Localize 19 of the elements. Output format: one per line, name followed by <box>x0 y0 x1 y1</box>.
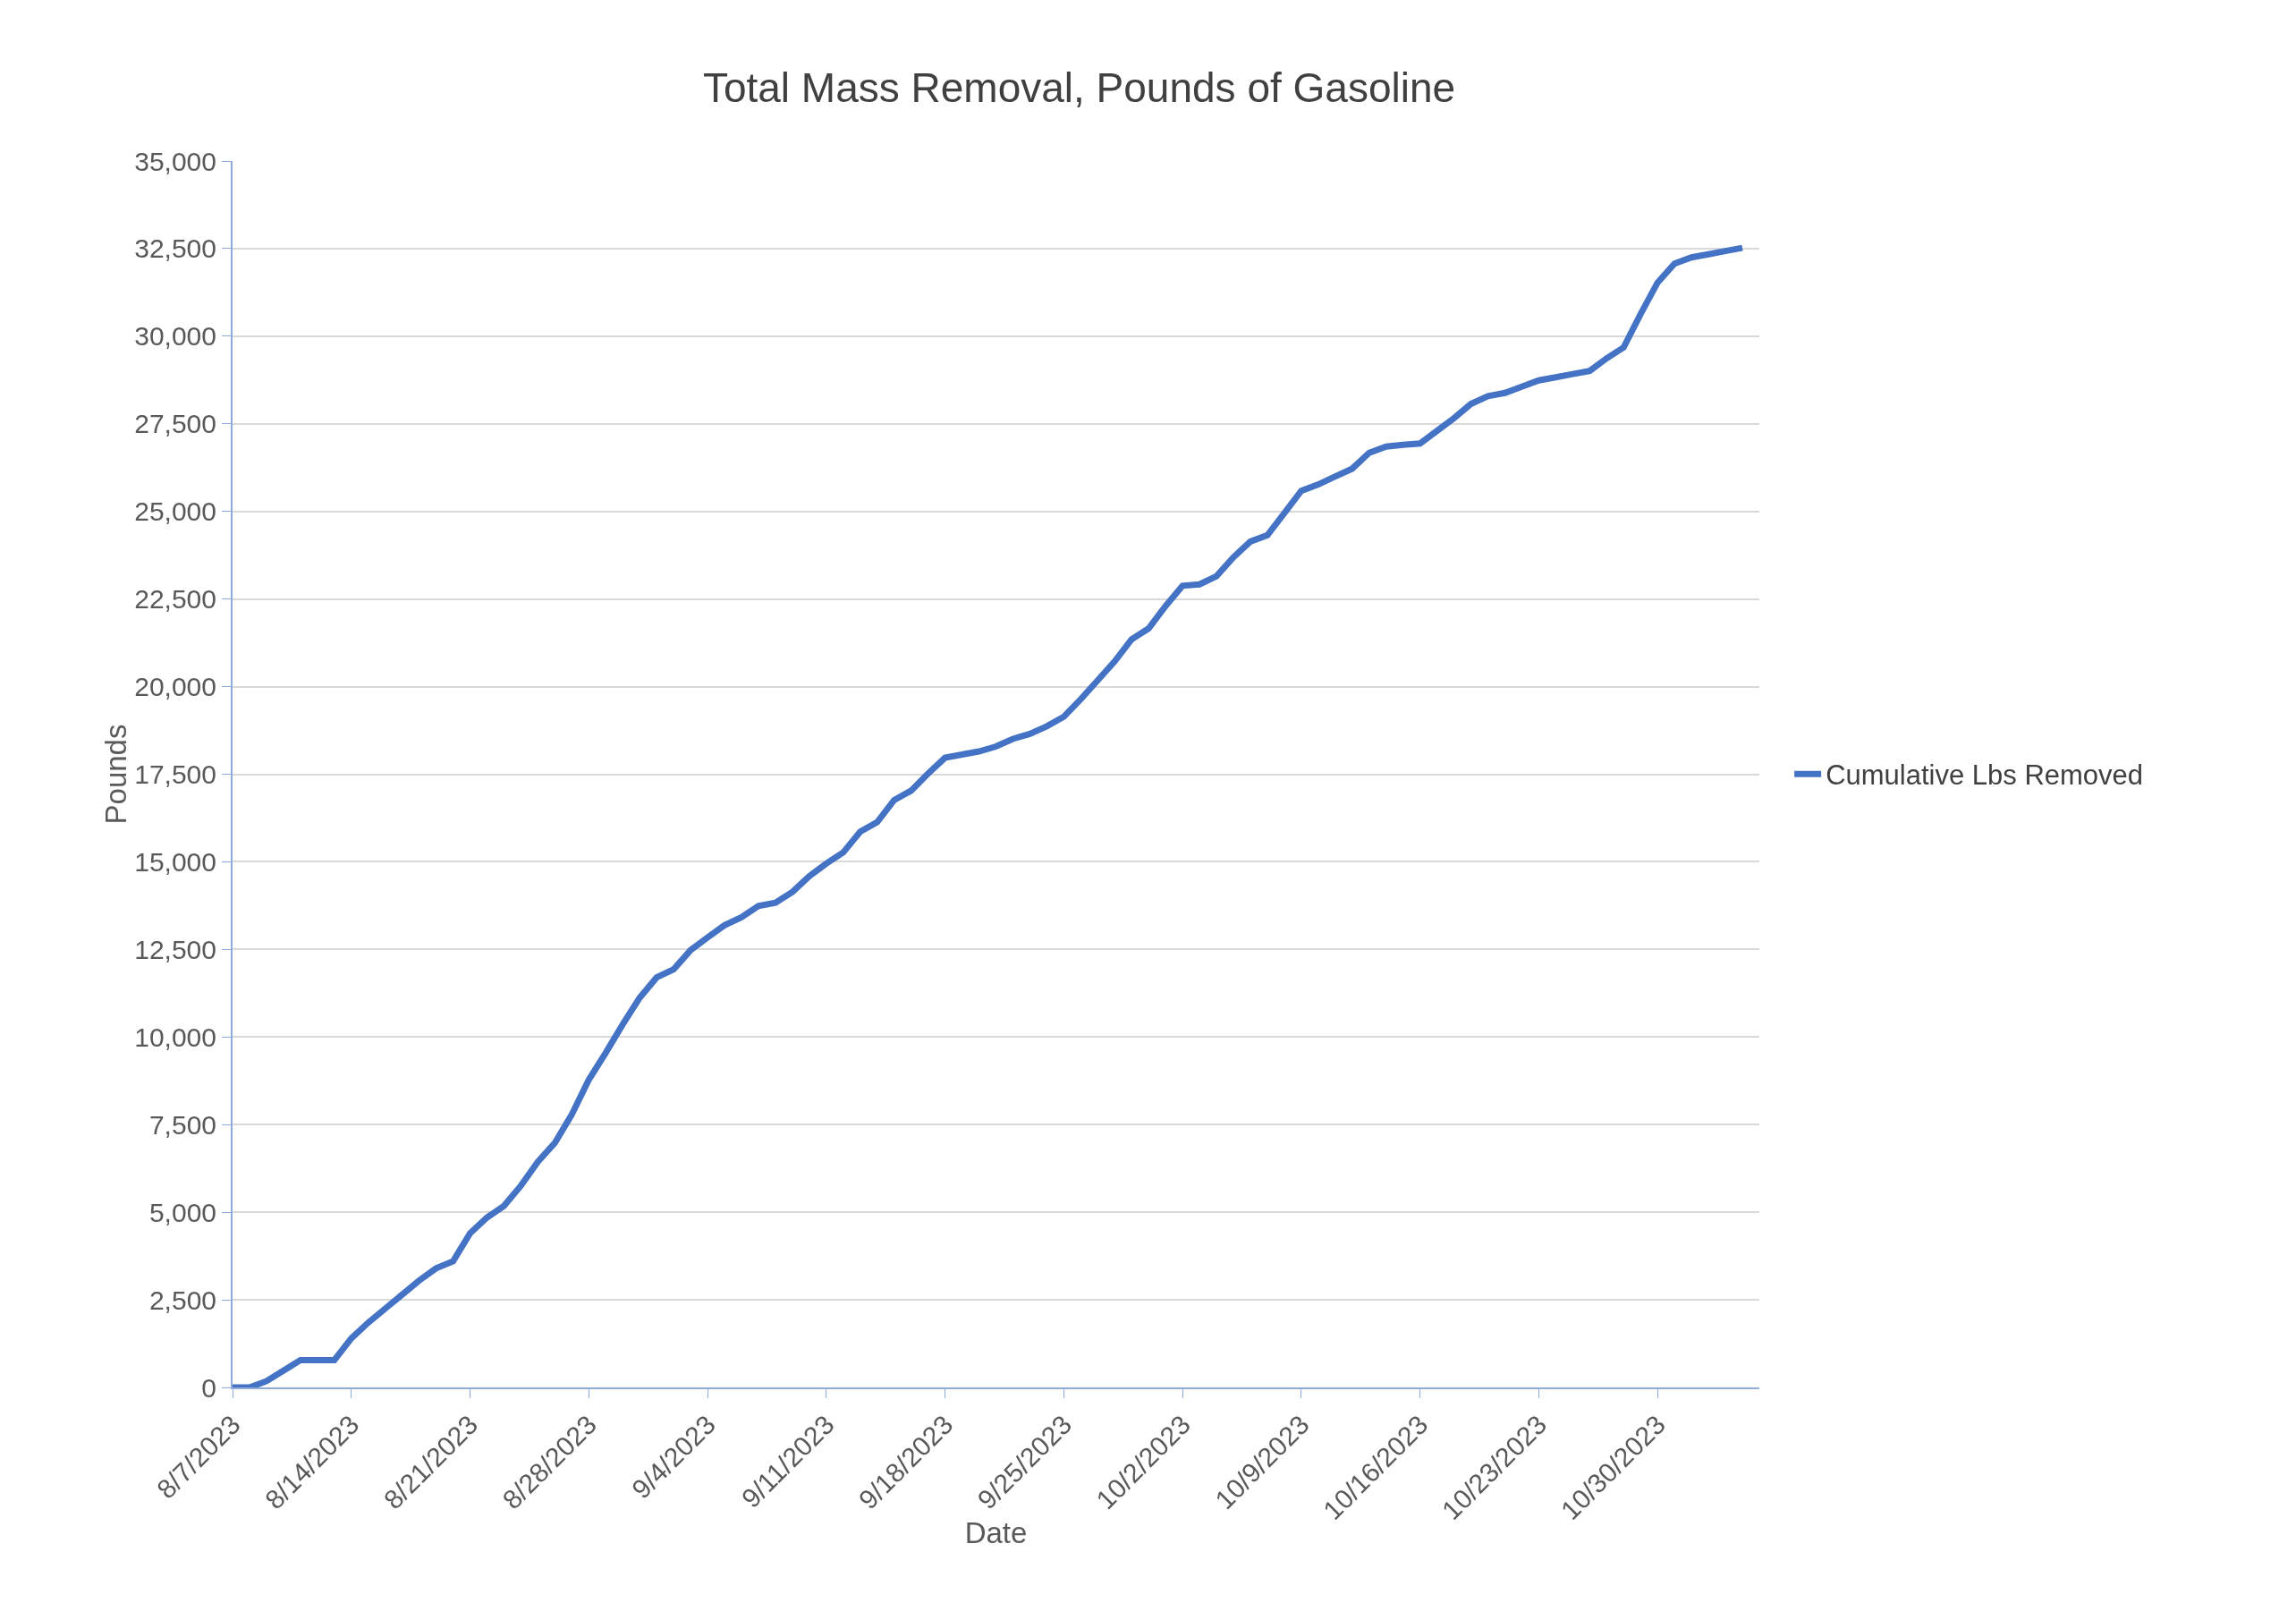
y-tick-label: 32,500 <box>134 233 216 264</box>
y-tick-label: 20,000 <box>134 672 216 702</box>
y-tick-label: 12,500 <box>134 934 216 964</box>
y-tick-label: 0 <box>201 1372 216 1403</box>
y-axis-title: Pounds <box>99 724 133 825</box>
y-tick-label: 7,500 <box>148 1109 216 1140</box>
y-tick-label: 5,000 <box>148 1197 216 1227</box>
y-tick-label: 35,000 <box>134 146 216 176</box>
y-tick-label: 17,500 <box>134 759 216 789</box>
y-tick-label: 15,000 <box>134 846 216 877</box>
y-tick-label: 22,500 <box>134 584 216 615</box>
x-axis-title: Date <box>964 1516 1028 1550</box>
legend-label: Cumulative Lbs Removed <box>1826 759 2144 792</box>
chart-title: Total Mass Removal, Pounds of Gasoline <box>702 64 1456 111</box>
y-tick-label: 27,500 <box>134 409 216 439</box>
y-tick-label: 25,000 <box>134 496 216 527</box>
y-tick-label: 10,000 <box>134 1022 216 1052</box>
y-tick-label: 2,500 <box>148 1285 216 1315</box>
y-tick-label: 30,000 <box>134 321 216 352</box>
